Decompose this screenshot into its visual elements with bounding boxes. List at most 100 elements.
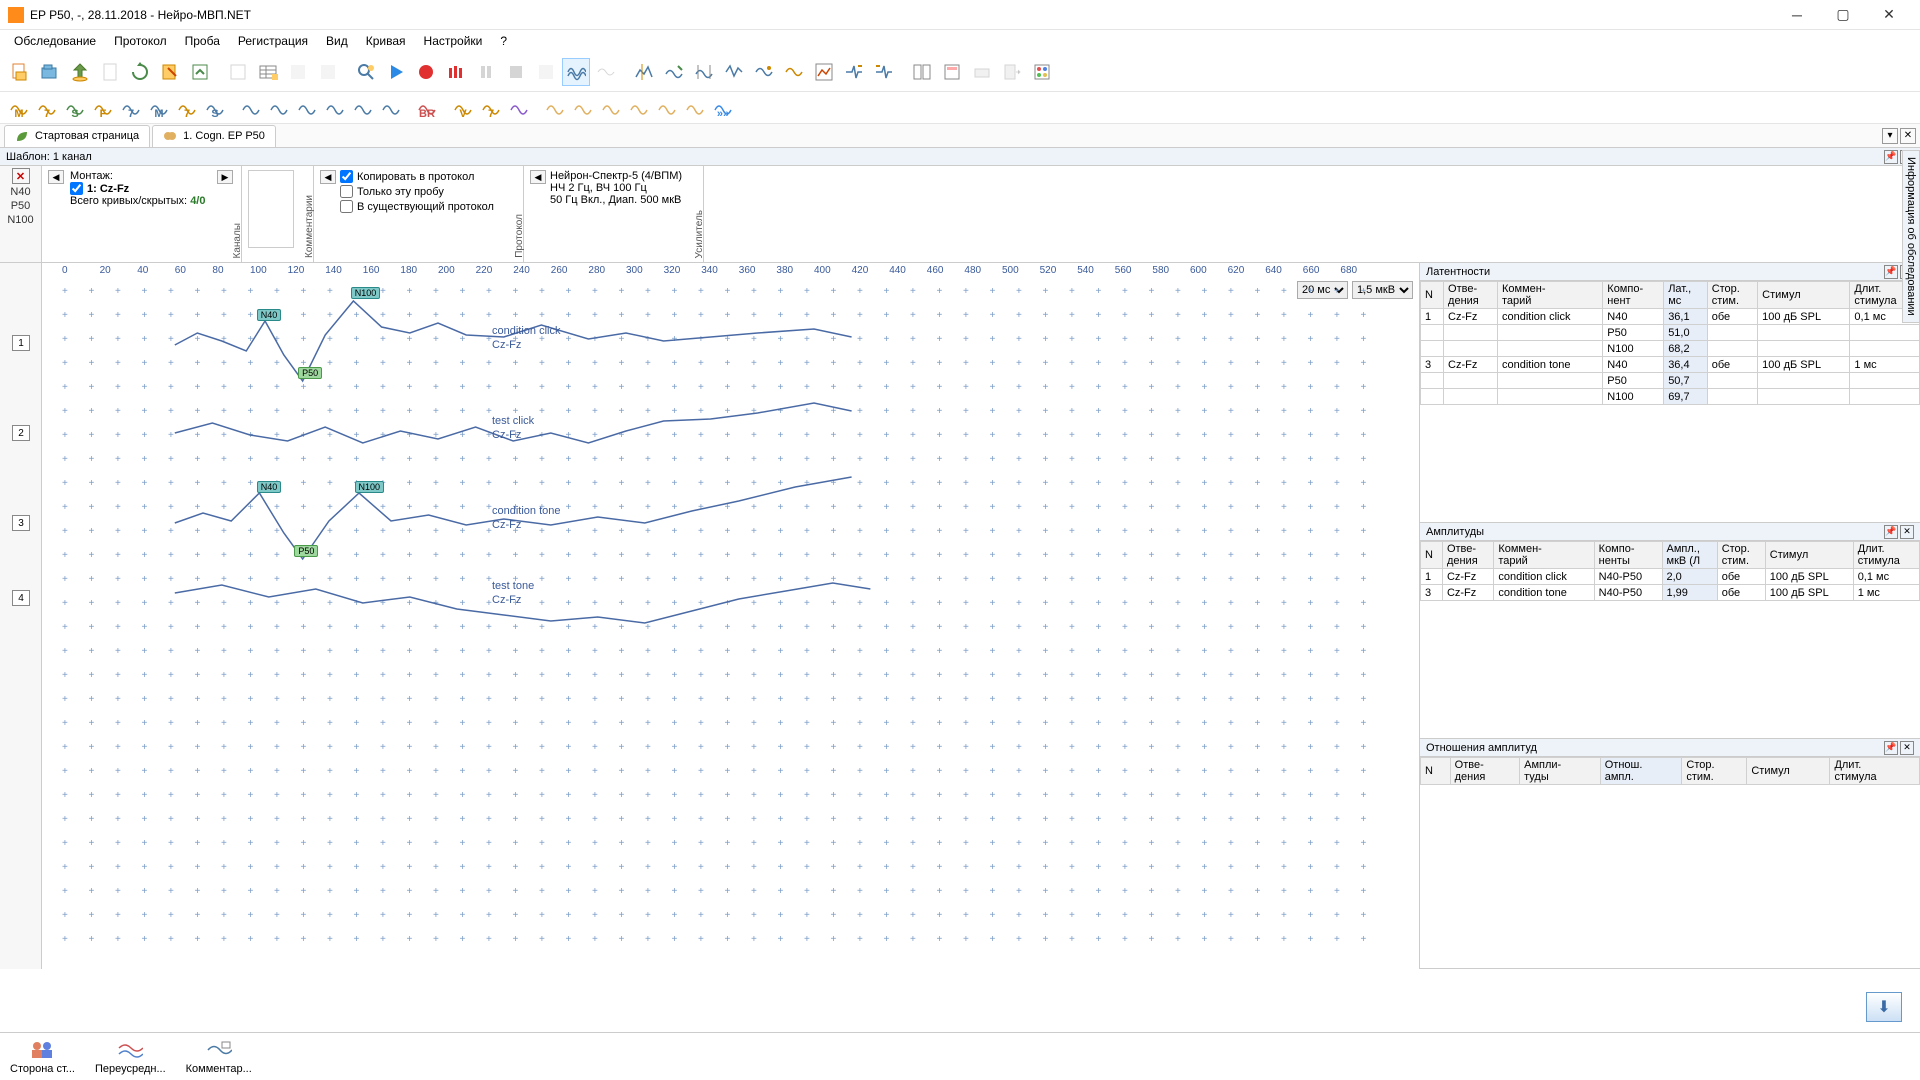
tb2-btn-8[interactable] xyxy=(238,95,264,121)
tb-edit-icon[interactable] xyxy=(156,58,184,86)
scroll-down-button[interactable]: ⬇ xyxy=(1866,992,1902,1022)
table-cell[interactable]: Cz-Fz xyxy=(1442,569,1493,585)
protocol-only-checkbox[interactable] xyxy=(340,185,353,198)
col-header[interactable]: Длит.стимула xyxy=(1830,758,1920,785)
tb-print-icon[interactable] xyxy=(968,58,996,86)
tb2-btn-18[interactable] xyxy=(542,95,568,121)
table-cell[interactable]: 3 xyxy=(1421,357,1444,373)
col-header[interactable]: N xyxy=(1421,282,1444,309)
tb-record-icon[interactable] xyxy=(412,58,440,86)
panel-close-button[interactable]: ✕ xyxy=(1900,741,1914,755)
table-cell[interactable]: N40 xyxy=(1603,357,1664,373)
chart-area[interactable]: 20 мс 1,5 мкВ 02040608010012014016018020… xyxy=(42,263,1419,969)
protocol-prev-button[interactable]: ◀ xyxy=(320,170,336,184)
table-cell[interactable] xyxy=(1497,389,1602,405)
ratio-table[interactable]: NОтве-денияАмпли-тудыОтнош.ампл.Стор.сти… xyxy=(1420,757,1920,785)
tb-settings-icon[interactable] xyxy=(1028,58,1056,86)
close-button[interactable]: ✕ xyxy=(1866,0,1912,30)
table-cell[interactable] xyxy=(1758,325,1850,341)
col-header[interactable]: Лат.,мс xyxy=(1664,282,1708,309)
trace-row-button[interactable]: 1 xyxy=(12,335,30,351)
table-cell[interactable]: 68,2 xyxy=(1664,341,1708,357)
pin-button[interactable]: 📌 xyxy=(1884,525,1898,539)
table-cell[interactable]: 1 xyxy=(1421,309,1444,325)
tb-save-icon[interactable] xyxy=(66,58,94,86)
table-cell[interactable]: обе xyxy=(1717,569,1765,585)
tb-report2-icon[interactable] xyxy=(938,58,966,86)
table-cell[interactable] xyxy=(1421,389,1444,405)
table-cell[interactable] xyxy=(1707,373,1757,389)
table-cell[interactable] xyxy=(1444,373,1498,389)
tb-disabled1-icon[interactable] xyxy=(284,58,312,86)
table-cell[interactable]: 1 xyxy=(1421,569,1443,585)
table-cell[interactable]: N40-P50 xyxy=(1594,585,1662,601)
table-cell[interactable]: 36,1 xyxy=(1664,309,1708,325)
next-channel-button[interactable]: ▶ xyxy=(217,170,233,184)
tb-analysis3-icon[interactable] xyxy=(690,58,718,86)
menu-7[interactable]: ? xyxy=(492,32,515,50)
tb2-btn-4[interactable]: 7 xyxy=(118,95,144,121)
col-header[interactable]: Компо-ненты xyxy=(1594,542,1662,569)
menu-3[interactable]: Регистрация xyxy=(230,32,316,50)
bottom-side-button[interactable]: Сторона ст... xyxy=(10,1039,75,1075)
tb-analysis5-icon[interactable] xyxy=(750,58,778,86)
table-cell[interactable] xyxy=(1758,341,1850,357)
table-cell[interactable] xyxy=(1497,325,1602,341)
tb2-btn-11[interactable] xyxy=(322,95,348,121)
tb-table-icon[interactable] xyxy=(254,58,282,86)
col-header[interactable]: Отве-дения xyxy=(1442,542,1493,569)
channel-checkbox[interactable] xyxy=(70,182,83,195)
tb-analysis8-icon[interactable] xyxy=(840,58,868,86)
table-cell[interactable]: 100 дБ SPL xyxy=(1765,585,1853,601)
latency-table[interactable]: NОтве-денияКоммен-тарийКомпо-нентЛат.,мс… xyxy=(1420,281,1920,405)
pin-button[interactable]: 📌 xyxy=(1884,265,1898,279)
marker-p50[interactable]: P50 xyxy=(11,200,31,212)
marker-n40[interactable]: N40 xyxy=(10,186,30,198)
tb-pause-icon[interactable] xyxy=(472,58,500,86)
col-header[interactable]: Отве-дения xyxy=(1444,282,1498,309)
table-cell[interactable]: N100 xyxy=(1603,341,1664,357)
col-header[interactable]: Стор.стим. xyxy=(1717,542,1765,569)
table-cell[interactable] xyxy=(1444,389,1498,405)
table-cell[interactable] xyxy=(1707,389,1757,405)
tb2-btn-3[interactable]: F xyxy=(90,95,116,121)
col-header[interactable]: Ампл.,мкВ (Л xyxy=(1662,542,1717,569)
tb-analysis1-icon[interactable] xyxy=(630,58,658,86)
tb-open-icon[interactable] xyxy=(36,58,64,86)
tab-dropdown-button[interactable]: ▾ xyxy=(1882,128,1898,144)
table-cell[interactable]: Cz-Fz xyxy=(1442,585,1493,601)
tb2-btn-21[interactable] xyxy=(626,95,652,121)
table-cell[interactable] xyxy=(1850,389,1920,405)
col-header[interactable]: Отнош.ампл. xyxy=(1600,758,1682,785)
menu-0[interactable]: Обследование xyxy=(6,32,104,50)
col-header[interactable]: Ампли-туды xyxy=(1520,758,1601,785)
tb-disabled3-icon[interactable] xyxy=(532,58,560,86)
tb2-btn-19[interactable] xyxy=(570,95,596,121)
table-cell[interactable] xyxy=(1497,373,1602,389)
col-header[interactable]: N xyxy=(1421,542,1443,569)
trace-row-button[interactable]: 3 xyxy=(12,515,30,531)
tb-wave2-icon[interactable] xyxy=(592,58,620,86)
tb-analysis6-icon[interactable] xyxy=(780,58,808,86)
table-cell[interactable]: P50 xyxy=(1603,325,1664,341)
table-cell[interactable] xyxy=(1444,325,1498,341)
panel-close-button[interactable]: ✕ xyxy=(1900,525,1914,539)
table-cell[interactable]: Cz-Fz xyxy=(1444,357,1498,373)
trace-row-button[interactable]: 2 xyxy=(12,425,30,441)
table-cell[interactable]: 1 мс xyxy=(1853,585,1919,601)
table-cell[interactable]: condition tone xyxy=(1494,585,1594,601)
info-vtab[interactable]: Информация об обследовании xyxy=(1902,150,1920,323)
table-cell[interactable] xyxy=(1421,325,1444,341)
tb2-btn-20[interactable] xyxy=(598,95,624,121)
tb2-btn-1[interactable]: 7 xyxy=(34,95,60,121)
tb-analysis7-icon[interactable] xyxy=(810,58,838,86)
tb-analysis9-icon[interactable] xyxy=(870,58,898,86)
table-cell[interactable]: N40 xyxy=(1603,309,1664,325)
tb-analysis2-icon[interactable] xyxy=(660,58,688,86)
tb-stop-icon[interactable] xyxy=(502,58,530,86)
table-cell[interactable] xyxy=(1758,373,1850,389)
col-header[interactable]: Стимул xyxy=(1758,282,1850,309)
tb2-btn-23[interactable] xyxy=(682,95,708,121)
table-cell[interactable]: 0,1 мс xyxy=(1853,569,1919,585)
tab-close-button[interactable]: ✕ xyxy=(1900,128,1916,144)
